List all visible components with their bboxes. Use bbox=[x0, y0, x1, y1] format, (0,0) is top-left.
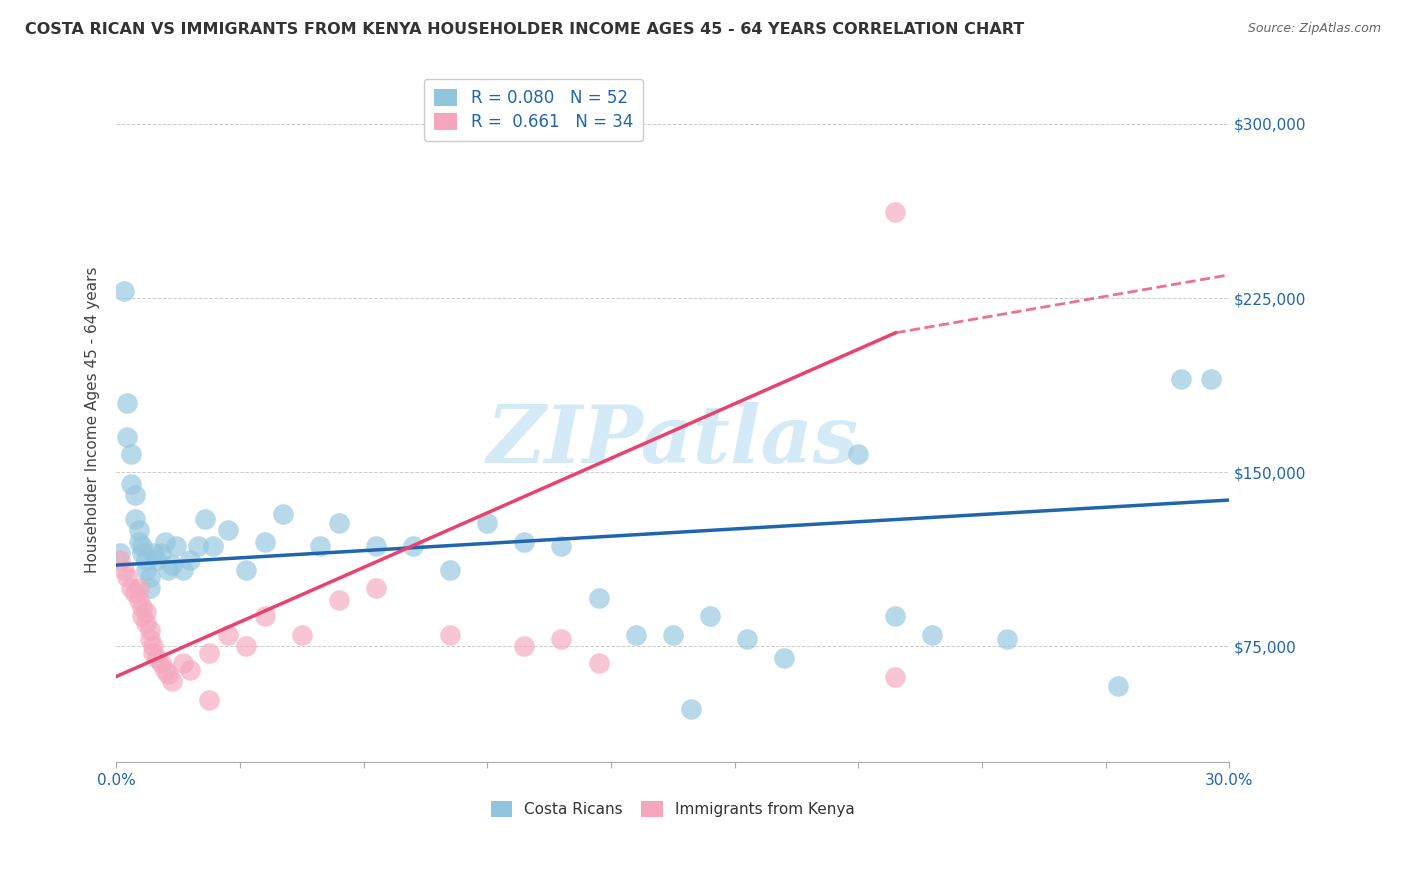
Point bbox=[172, 656, 194, 670]
Point bbox=[120, 476, 142, 491]
Point bbox=[217, 523, 239, 537]
Point bbox=[235, 640, 257, 654]
Point bbox=[588, 591, 610, 605]
Point bbox=[846, 447, 869, 461]
Point bbox=[108, 553, 131, 567]
Point bbox=[1170, 372, 1192, 386]
Point bbox=[112, 284, 135, 298]
Point bbox=[588, 656, 610, 670]
Point bbox=[153, 663, 176, 677]
Point bbox=[131, 599, 153, 614]
Point bbox=[291, 628, 314, 642]
Point bbox=[135, 605, 157, 619]
Point bbox=[402, 540, 425, 554]
Point bbox=[128, 534, 150, 549]
Point bbox=[124, 586, 146, 600]
Point bbox=[131, 540, 153, 554]
Point bbox=[995, 632, 1018, 647]
Point bbox=[187, 540, 209, 554]
Point bbox=[117, 569, 139, 583]
Point bbox=[550, 540, 572, 554]
Point bbox=[662, 628, 685, 642]
Point bbox=[142, 646, 165, 660]
Point bbox=[135, 616, 157, 631]
Point bbox=[309, 540, 332, 554]
Point bbox=[108, 546, 131, 560]
Point bbox=[773, 651, 796, 665]
Point bbox=[120, 447, 142, 461]
Point bbox=[550, 632, 572, 647]
Point bbox=[681, 702, 703, 716]
Point bbox=[328, 516, 350, 531]
Point bbox=[513, 534, 536, 549]
Point bbox=[142, 640, 165, 654]
Point bbox=[128, 582, 150, 596]
Point bbox=[198, 692, 221, 706]
Point bbox=[253, 534, 276, 549]
Text: ZIPatlas: ZIPatlas bbox=[486, 401, 859, 479]
Point bbox=[172, 563, 194, 577]
Point bbox=[179, 553, 201, 567]
Point bbox=[157, 563, 180, 577]
Text: Source: ZipAtlas.com: Source: ZipAtlas.com bbox=[1247, 22, 1381, 36]
Point bbox=[364, 540, 387, 554]
Point bbox=[146, 553, 169, 567]
Point bbox=[217, 628, 239, 642]
Point bbox=[201, 540, 224, 554]
Point bbox=[149, 546, 172, 560]
Point bbox=[135, 553, 157, 567]
Point bbox=[128, 523, 150, 537]
Point bbox=[735, 632, 758, 647]
Point bbox=[884, 669, 907, 683]
Point bbox=[153, 534, 176, 549]
Point bbox=[135, 563, 157, 577]
Point bbox=[124, 488, 146, 502]
Point bbox=[131, 609, 153, 624]
Text: COSTA RICAN VS IMMIGRANTS FROM KENYA HOUSEHOLDER INCOME AGES 45 - 64 YEARS CORRE: COSTA RICAN VS IMMIGRANTS FROM KENYA HOU… bbox=[25, 22, 1025, 37]
Point bbox=[1107, 679, 1129, 693]
Point bbox=[138, 582, 160, 596]
Point bbox=[160, 674, 183, 689]
Y-axis label: Householder Income Ages 45 - 64 years: Householder Income Ages 45 - 64 years bbox=[86, 267, 100, 574]
Point bbox=[165, 540, 187, 554]
Point bbox=[157, 667, 180, 681]
Point bbox=[921, 628, 943, 642]
Point bbox=[131, 546, 153, 560]
Point bbox=[124, 511, 146, 525]
Point bbox=[198, 646, 221, 660]
Point bbox=[112, 563, 135, 577]
Point bbox=[253, 609, 276, 624]
Point bbox=[513, 640, 536, 654]
Point bbox=[117, 395, 139, 409]
Point bbox=[884, 609, 907, 624]
Point bbox=[160, 558, 183, 572]
Point bbox=[138, 623, 160, 637]
Point bbox=[439, 563, 461, 577]
Point bbox=[699, 609, 721, 624]
Point bbox=[179, 663, 201, 677]
Point bbox=[194, 511, 217, 525]
Point bbox=[235, 563, 257, 577]
Point bbox=[142, 546, 165, 560]
Point bbox=[328, 593, 350, 607]
Point bbox=[128, 593, 150, 607]
Point bbox=[1199, 372, 1222, 386]
Point bbox=[624, 628, 647, 642]
Point bbox=[271, 507, 294, 521]
Point bbox=[477, 516, 499, 531]
Point bbox=[117, 430, 139, 444]
Point bbox=[439, 628, 461, 642]
Legend: Costa Ricans, Immigrants from Kenya: Costa Ricans, Immigrants from Kenya bbox=[485, 795, 860, 823]
Point bbox=[884, 205, 907, 219]
Point bbox=[149, 656, 172, 670]
Point bbox=[120, 582, 142, 596]
Point bbox=[364, 582, 387, 596]
Point bbox=[138, 569, 160, 583]
Point bbox=[138, 632, 160, 647]
Point bbox=[146, 651, 169, 665]
